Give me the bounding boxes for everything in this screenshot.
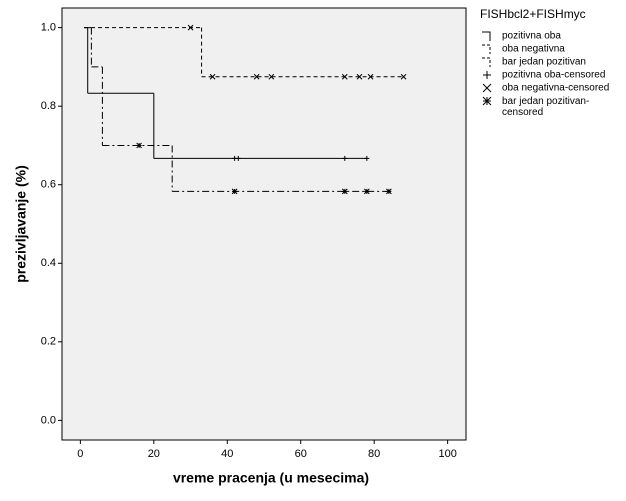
- marker-stroke: [482, 83, 492, 93]
- marker-stroke: [136, 142, 142, 149]
- censor-mark: [342, 155, 348, 161]
- x-tick-label: 20: [148, 448, 160, 460]
- y-tick-label: 0.8: [41, 100, 56, 112]
- legend-label: bar jedan pozitivan-censored: [502, 96, 589, 118]
- censor-mark: [364, 155, 370, 161]
- marker-stroke: [367, 73, 374, 80]
- marker-stroke: [231, 188, 238, 195]
- censor-mark: [367, 73, 374, 80]
- y-tick-label: 0.2: [41, 336, 56, 348]
- legend-label: pozitivna oba-censored: [502, 70, 605, 81]
- marker-stroke: [187, 24, 194, 31]
- marker-stroke: [341, 73, 348, 80]
- marker-stroke: [209, 73, 216, 80]
- x-tick-label: 80: [368, 448, 380, 460]
- legend-symbol: [483, 71, 491, 79]
- legend-symbol: [482, 57, 491, 67]
- marker-stroke: [253, 73, 260, 80]
- censor-mark: [356, 73, 363, 80]
- marker-stroke: [386, 188, 392, 195]
- censor-mark: [363, 188, 370, 195]
- censor-mark: [187, 24, 194, 31]
- y-axis-label: prezivljavanje (%): [13, 165, 29, 283]
- legend-label: oba negativna: [502, 44, 565, 55]
- legend-symbol: [482, 83, 492, 93]
- x-tick-label: 40: [221, 448, 233, 460]
- y-tick-label: 0.0: [41, 414, 56, 426]
- x-tick-label: 0: [77, 448, 83, 460]
- censor-mark: [268, 73, 275, 80]
- marker-stroke: [268, 73, 275, 80]
- legend-title: FISHbcl2+FISHmyc: [480, 7, 586, 21]
- censor-mark: [136, 142, 142, 149]
- legend-symbol: [482, 96, 492, 106]
- marker-stroke: [363, 188, 370, 195]
- marker-stroke: [400, 73, 407, 80]
- censor-mark: [209, 73, 216, 80]
- censor-mark: [231, 188, 238, 195]
- legend-symbol: [482, 31, 491, 41]
- x-tick-label: 100: [438, 448, 456, 460]
- plot-area: [61, 7, 467, 441]
- y-tick-label: 0.6: [41, 179, 56, 191]
- censor-mark: [253, 73, 260, 80]
- y-tick-label: 0.4: [41, 257, 56, 269]
- legend-label: bar jedan pozitivan: [502, 57, 586, 68]
- censor-mark: [400, 73, 407, 80]
- legend-label: pozitivna oba: [502, 31, 561, 42]
- marker-stroke: [356, 73, 363, 80]
- censor-mark: [341, 73, 348, 80]
- x-tick-label: 60: [295, 448, 307, 460]
- x-axis-label: vreme pracenja (u mesecima): [173, 470, 369, 486]
- censor-mark: [341, 188, 348, 195]
- censor-mark: [386, 188, 392, 195]
- legend-symbol: [482, 44, 491, 54]
- marker-stroke: [341, 188, 348, 195]
- y-tick-label: 1.0: [41, 22, 56, 34]
- censor-mark: [235, 155, 241, 161]
- marker-stroke: [482, 96, 492, 106]
- legend-label: oba negativna-censored: [502, 83, 609, 94]
